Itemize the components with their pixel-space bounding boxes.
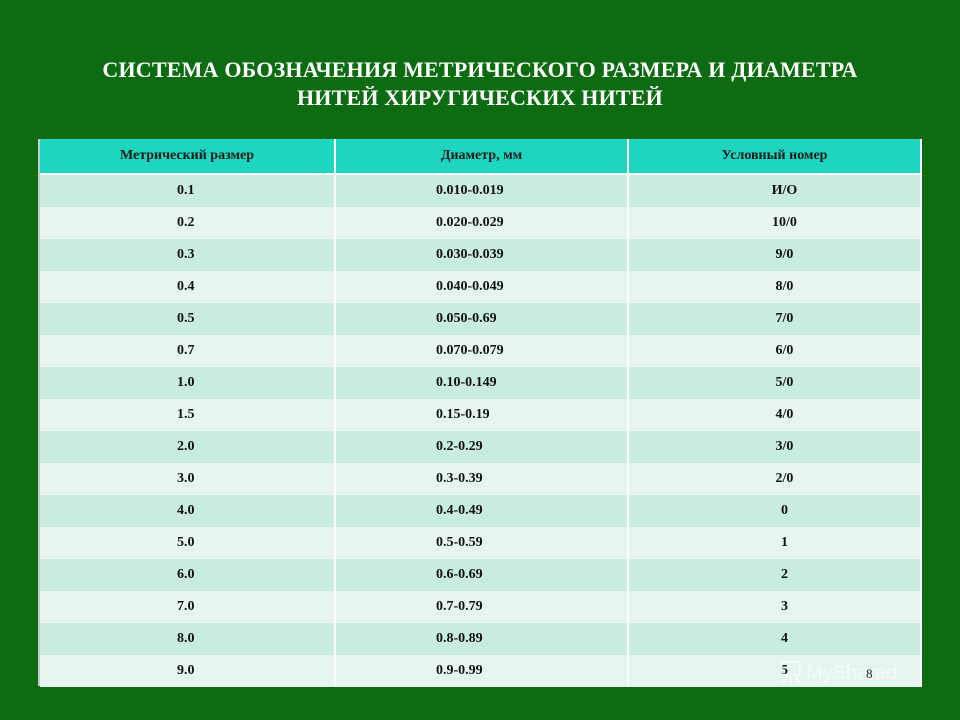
cell-diameter: 0.050-0.69 xyxy=(335,303,629,335)
cell-metric-size: 0.2 xyxy=(40,207,336,239)
cell-metric-size: 3.0 xyxy=(40,463,336,495)
cell-diameter: 0.6-0.69 xyxy=(335,559,629,591)
cell-conventional-number: 2/0 xyxy=(628,463,922,495)
cell-diameter: 0.7-0.79 xyxy=(335,591,629,623)
cell-metric-size: 9.0 xyxy=(40,655,336,687)
cell-metric-size: 4.0 xyxy=(40,495,336,527)
cell-conventional-number: 3/0 xyxy=(628,431,922,463)
cell-diameter: 0.020-0.029 xyxy=(335,207,629,239)
table-row: 4.0 0.4-0.49 0 xyxy=(40,495,922,527)
table-row: 0.5 0.050-0.69 7/0 xyxy=(40,303,922,335)
cell-conventional-number: 4 xyxy=(628,623,922,655)
cell-metric-size: 7.0 xyxy=(40,591,336,623)
cell-diameter: 0.10-0.149 xyxy=(335,367,629,399)
cell-diameter: 0.040-0.049 xyxy=(335,271,629,303)
cell-diameter: 0.15-0.19 xyxy=(335,399,629,431)
cell-metric-size: 8.0 xyxy=(40,623,336,655)
cell-conventional-number: 1 xyxy=(628,527,922,559)
table-row: 3.0 0.3-0.39 2/0 xyxy=(40,463,922,495)
table-row: 0.2 0.020-0.029 10/0 xyxy=(40,207,922,239)
cell-diameter: 0.070-0.079 xyxy=(335,335,629,367)
cell-metric-size: 5.0 xyxy=(40,527,336,559)
table-row: 1.5 0.15-0.19 4/0 xyxy=(40,399,922,431)
table-row: 0.3 0.030-0.039 9/0 xyxy=(40,239,922,271)
header-metric-size: Метрический размер xyxy=(40,139,336,175)
cell-conventional-number: 9/0 xyxy=(628,239,922,271)
cell-conventional-number: 2 xyxy=(628,559,922,591)
table-row: 5.0 0.5-0.59 1 xyxy=(40,527,922,559)
cell-metric-size: 0.4 xyxy=(40,271,336,303)
cell-conventional-number: 5/0 xyxy=(628,367,922,399)
table-row: 1.0 0.10-0.149 5/0 xyxy=(40,367,922,399)
cell-diameter: 0.2-0.29 xyxy=(335,431,629,463)
table-row: 7.0 0.7-0.79 3 xyxy=(40,591,922,623)
cell-diameter: 0.5-0.59 xyxy=(335,527,629,559)
cell-conventional-number: 8/0 xyxy=(628,271,922,303)
cell-diameter: 0.030-0.039 xyxy=(335,239,629,271)
cell-conventional-number: 0 xyxy=(628,495,922,527)
slide-title: СИСТЕМА ОБОЗНАЧЕНИЯ МЕТРИЧЕСКОГО РАЗМЕРА… xyxy=(40,56,920,112)
cell-diameter: 0.3-0.39 xyxy=(335,463,629,495)
cell-diameter: 0.8-0.89 xyxy=(335,623,629,655)
data-table-container: Метрический размер Диаметр, мм Условный … xyxy=(38,139,922,687)
table-row: 0.4 0.040-0.049 8/0 xyxy=(40,271,922,303)
cell-diameter: 0.4-0.49 xyxy=(335,495,629,527)
cell-metric-size: 0.1 xyxy=(40,174,336,207)
header-conventional-number: Условный номер xyxy=(628,139,922,175)
table-row: 9.0 0.9-0.99 5 xyxy=(40,655,922,687)
suture-size-table: Метрический размер Диаметр, мм Условный … xyxy=(40,139,922,687)
table-row: 8.0 0.8-0.89 4 xyxy=(40,623,922,655)
watermark: MyShared xyxy=(780,660,897,686)
page-number: 8 xyxy=(866,666,873,681)
cell-conventional-number: 10/0 xyxy=(628,207,922,239)
cell-conventional-number: 3 xyxy=(628,591,922,623)
table-row: 0.1 0.010-0.019 И/О xyxy=(40,174,922,207)
cell-metric-size: 0.7 xyxy=(40,335,336,367)
cell-diameter: 0.010-0.019 xyxy=(335,174,629,207)
cell-metric-size: 2.0 xyxy=(40,431,336,463)
cell-metric-size: 1.0 xyxy=(40,367,336,399)
watermark-logo-icon xyxy=(781,661,801,685)
table-row: 0.7 0.070-0.079 6/0 xyxy=(40,335,922,367)
cell-diameter: 0.9-0.99 xyxy=(335,655,629,687)
cell-conventional-number: И/О xyxy=(628,174,922,207)
cell-metric-size: 1.5 xyxy=(40,399,336,431)
slide-title-line-2: НИТЕЙ ХИРУГИЧЕСКИХ НИТЕЙ xyxy=(297,85,663,110)
cell-metric-size: 0.5 xyxy=(40,303,336,335)
cell-conventional-number: 5 xyxy=(628,655,922,687)
cell-metric-size: 6.0 xyxy=(40,559,336,591)
slide-title-line-1: СИСТЕМА ОБОЗНАЧЕНИЯ МЕТРИЧЕСКОГО РАЗМЕРА… xyxy=(102,57,858,82)
cell-conventional-number: 6/0 xyxy=(628,335,922,367)
table-row: 2.0 0.2-0.29 3/0 xyxy=(40,431,922,463)
header-diameter: Диаметр, мм xyxy=(335,139,629,175)
table-row: 6.0 0.6-0.69 2 xyxy=(40,559,922,591)
cell-metric-size: 0.3 xyxy=(40,239,336,271)
watermark-text: MyShared xyxy=(806,661,898,684)
table-header-row: Метрический размер Диаметр, мм Условный … xyxy=(40,139,922,175)
cell-conventional-number: 4/0 xyxy=(628,399,922,431)
cell-conventional-number: 7/0 xyxy=(628,303,922,335)
